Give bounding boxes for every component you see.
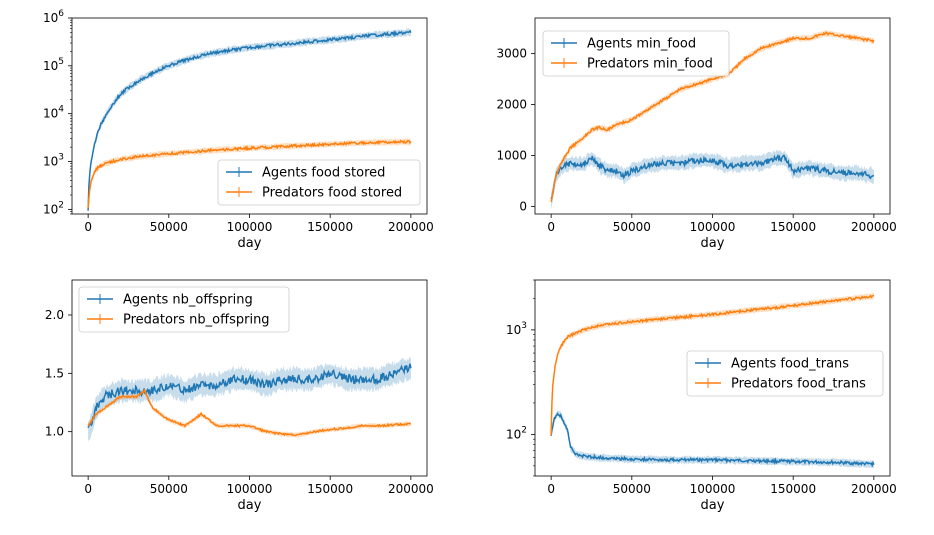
x-axis-label: day [701,236,725,251]
legend-entry-label: Agents min_food [587,37,696,52]
x-tick-label: 0 [547,220,555,234]
series-1-line [550,412,875,468]
series-1-errorband [551,149,874,209]
x-tick-label: 100000 [690,482,736,496]
x-axis-label: day [238,498,262,513]
x-tick-label: 100000 [227,220,273,234]
y-tick-label: 2000 [496,98,527,112]
x-axis-label: day [701,498,725,513]
y-tick-label: 1000 [496,148,527,162]
legend-box [217,159,421,206]
x-tick-label: 200000 [851,482,897,496]
legend: Agents nb_offspring Predators nb_offsprin… [78,286,290,333]
legend-box [542,30,730,77]
plot-area [87,28,412,214]
series-2-line [87,139,412,209]
y-tick-label: 103 [506,321,527,337]
x-tick-label: 100000 [690,220,736,234]
x-tick-label: 50000 [150,482,188,496]
subplot-1: 0 50000 100000 150000 200000 102 103 104 105 106 d… [43,9,434,251]
y-tick-label: 106 [43,9,64,25]
legend-entry-label: Predators food_trans [731,377,866,392]
series-1-line [87,29,412,211]
x-tick-label: 200000 [851,220,897,234]
legend-entry-label: Agents food stored [262,166,385,181]
plot-area [87,356,412,443]
y-tick-label: 104 [43,105,64,121]
legend-entry-label: Predators food stored [262,186,402,201]
y-tick-label: 0 [519,199,527,213]
legend-entry-label: Predators nb_offspring [123,313,270,328]
legend: Agents food_trans Predators food_trans [686,350,884,397]
subplot-4: 0 50000 100000 150000 200000 102 103 day Agents … [506,279,897,513]
plot-area [550,29,875,209]
y-tick-label: 105 [43,57,64,73]
y-tick-label: 1.0 [45,425,64,439]
x-tick-label: 0 [84,482,92,496]
x-tick-label: 150000 [770,220,816,234]
subplots: 0 50000 100000 150000 200000102103104105106d… [43,9,897,513]
legend-entry-label: Agents food_trans [731,357,849,372]
legend-entry-label: Agents nb_offspring [123,293,253,308]
y-tick-label: 3000 [496,47,527,61]
x-axis-label: day [238,236,262,251]
y-tick-label: 103 [43,153,64,169]
y-tick-label: 2.0 [45,308,64,322]
subplot-3: 0 50000 100000 150000 200000 1.0 1.5 2.0 day Agen… [45,279,434,513]
x-tick-label: 200000 [388,220,434,234]
x-tick-label: 150000 [770,482,816,496]
series-2-line [550,31,875,202]
legend-box [686,350,884,397]
x-tick-label: 0 [547,482,555,496]
x-tick-label: 150000 [307,220,353,234]
series-2-errorband [88,388,411,439]
x-tick-label: 200000 [388,482,434,496]
series-2-line [87,388,412,437]
x-tick-label: 150000 [307,482,353,496]
series-1-errorband [88,356,411,443]
legend: Agents food stored Predators food stored [217,159,421,206]
x-tick-label: 50000 [150,220,188,234]
x-tick-label: 0 [84,220,92,234]
y-tick-label: 102 [506,425,527,441]
y-tick-label: 1.5 [45,366,64,380]
x-tick-label: 100000 [227,482,273,496]
legend-box [78,286,290,333]
x-tick-label: 50000 [613,482,651,496]
x-tick-label: 50000 [613,220,651,234]
legend-entry-label: Predators min_food [587,57,713,72]
series-1-line [550,153,875,200]
series-2-line [550,294,875,436]
subplot-2: 0 50000 100000 150000 200000 0 1000 2000 3000 day… [496,17,897,251]
legend: Agents min_food Predators min_food [542,30,730,77]
y-tick-label: 102 [43,200,64,216]
plot-area [550,292,875,469]
